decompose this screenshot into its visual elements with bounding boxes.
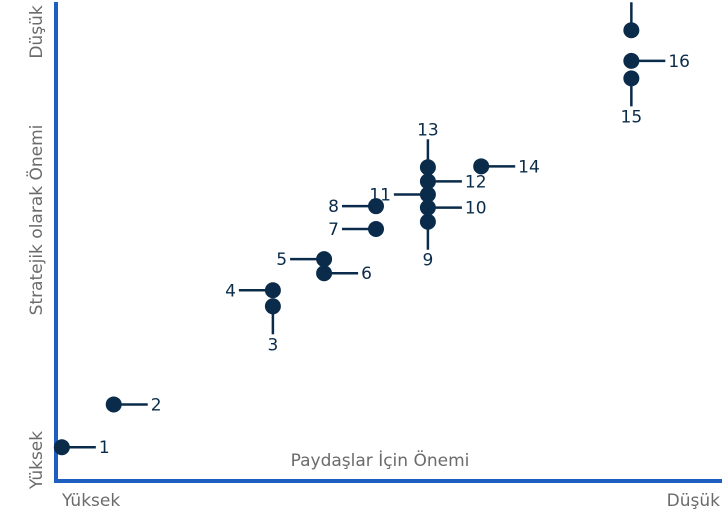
data-point-11 xyxy=(419,186,436,203)
point-label-4: 4 xyxy=(225,281,236,301)
data-point-2 xyxy=(105,396,122,413)
y-tick-low: Yüksek xyxy=(27,431,47,490)
points-layer: 1234567891011121314151617 xyxy=(53,0,690,458)
data-point-7 xyxy=(368,221,384,238)
point-label-3: 3 xyxy=(267,335,278,355)
point-label-14: 14 xyxy=(518,157,540,177)
point-label-1: 1 xyxy=(99,438,110,458)
data-point-9 xyxy=(419,213,436,230)
data-point-1 xyxy=(53,439,70,456)
y-axis-label: Stratejik olarak Önemi xyxy=(25,125,47,316)
data-point-4 xyxy=(264,282,281,299)
point-label-2: 2 xyxy=(151,395,162,415)
data-point-15 xyxy=(623,70,640,87)
point-label-6: 6 xyxy=(361,264,372,284)
x-tick-low: Yüksek xyxy=(61,491,120,511)
point-label-12: 12 xyxy=(465,172,487,192)
data-point-3 xyxy=(264,298,281,315)
data-point-5 xyxy=(316,251,333,268)
data-point-12 xyxy=(419,173,436,190)
point-label-8: 8 xyxy=(328,197,339,217)
point-label-7: 7 xyxy=(328,220,339,240)
point-label-9: 9 xyxy=(422,251,433,271)
data-point-16 xyxy=(623,52,640,69)
point-label-11: 11 xyxy=(369,186,391,206)
point-label-10: 10 xyxy=(465,199,487,219)
data-point-6 xyxy=(316,265,333,282)
y-tick-high: Düşük xyxy=(27,5,47,58)
point-label-15: 15 xyxy=(621,107,643,127)
axes xyxy=(54,2,722,483)
data-point-13 xyxy=(419,159,436,176)
point-label-16: 16 xyxy=(668,52,690,72)
point-label-13: 13 xyxy=(417,120,439,140)
point-label-5: 5 xyxy=(276,250,287,270)
x-tick-high: Düşük xyxy=(667,491,720,511)
data-point-14 xyxy=(473,158,490,175)
data-point-8 xyxy=(368,198,384,215)
data-point-10 xyxy=(419,199,436,216)
point-label-17: 17 xyxy=(621,0,643,3)
x-axis-label: Paydaşlar İçin Önemi xyxy=(291,449,470,471)
data-point-17 xyxy=(623,22,640,39)
